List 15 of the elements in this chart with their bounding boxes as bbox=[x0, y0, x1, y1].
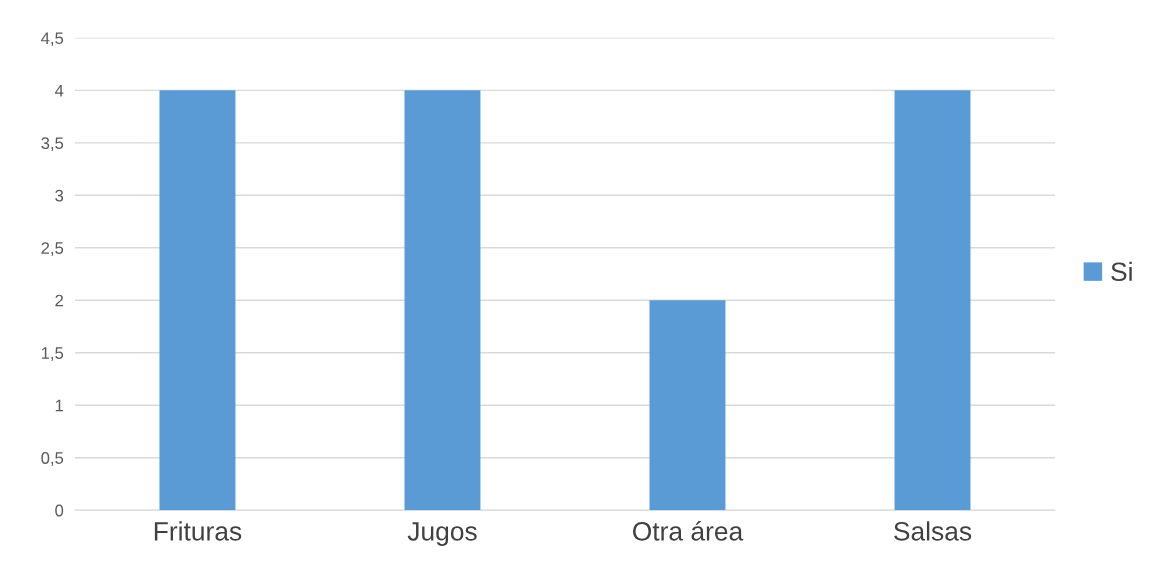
y-tick-label: 3,5 bbox=[41, 137, 64, 151]
y-tick-label: 1,5 bbox=[41, 347, 64, 361]
y-tick-label: 4,5 bbox=[41, 32, 64, 47]
y-tick-label: 2 bbox=[55, 294, 63, 307]
y-tick-label: 4 bbox=[54, 84, 64, 97]
x-tick-label: Otra área bbox=[633, 521, 744, 541]
x-tick-label: Salsas bbox=[894, 521, 972, 541]
x-tick-label: Jugos bbox=[407, 522, 477, 546]
y-tick-label: 0,5 bbox=[41, 452, 64, 466]
y-tick-label: 0 bbox=[55, 504, 64, 517]
y-tick-label: 2,5 bbox=[41, 242, 64, 256]
x-tick-label: Frituras bbox=[154, 521, 242, 541]
y-tick-label: 1 bbox=[55, 399, 64, 412]
legend-label: Si bbox=[1111, 261, 1132, 282]
y-tick-label: 3 bbox=[55, 189, 64, 202]
